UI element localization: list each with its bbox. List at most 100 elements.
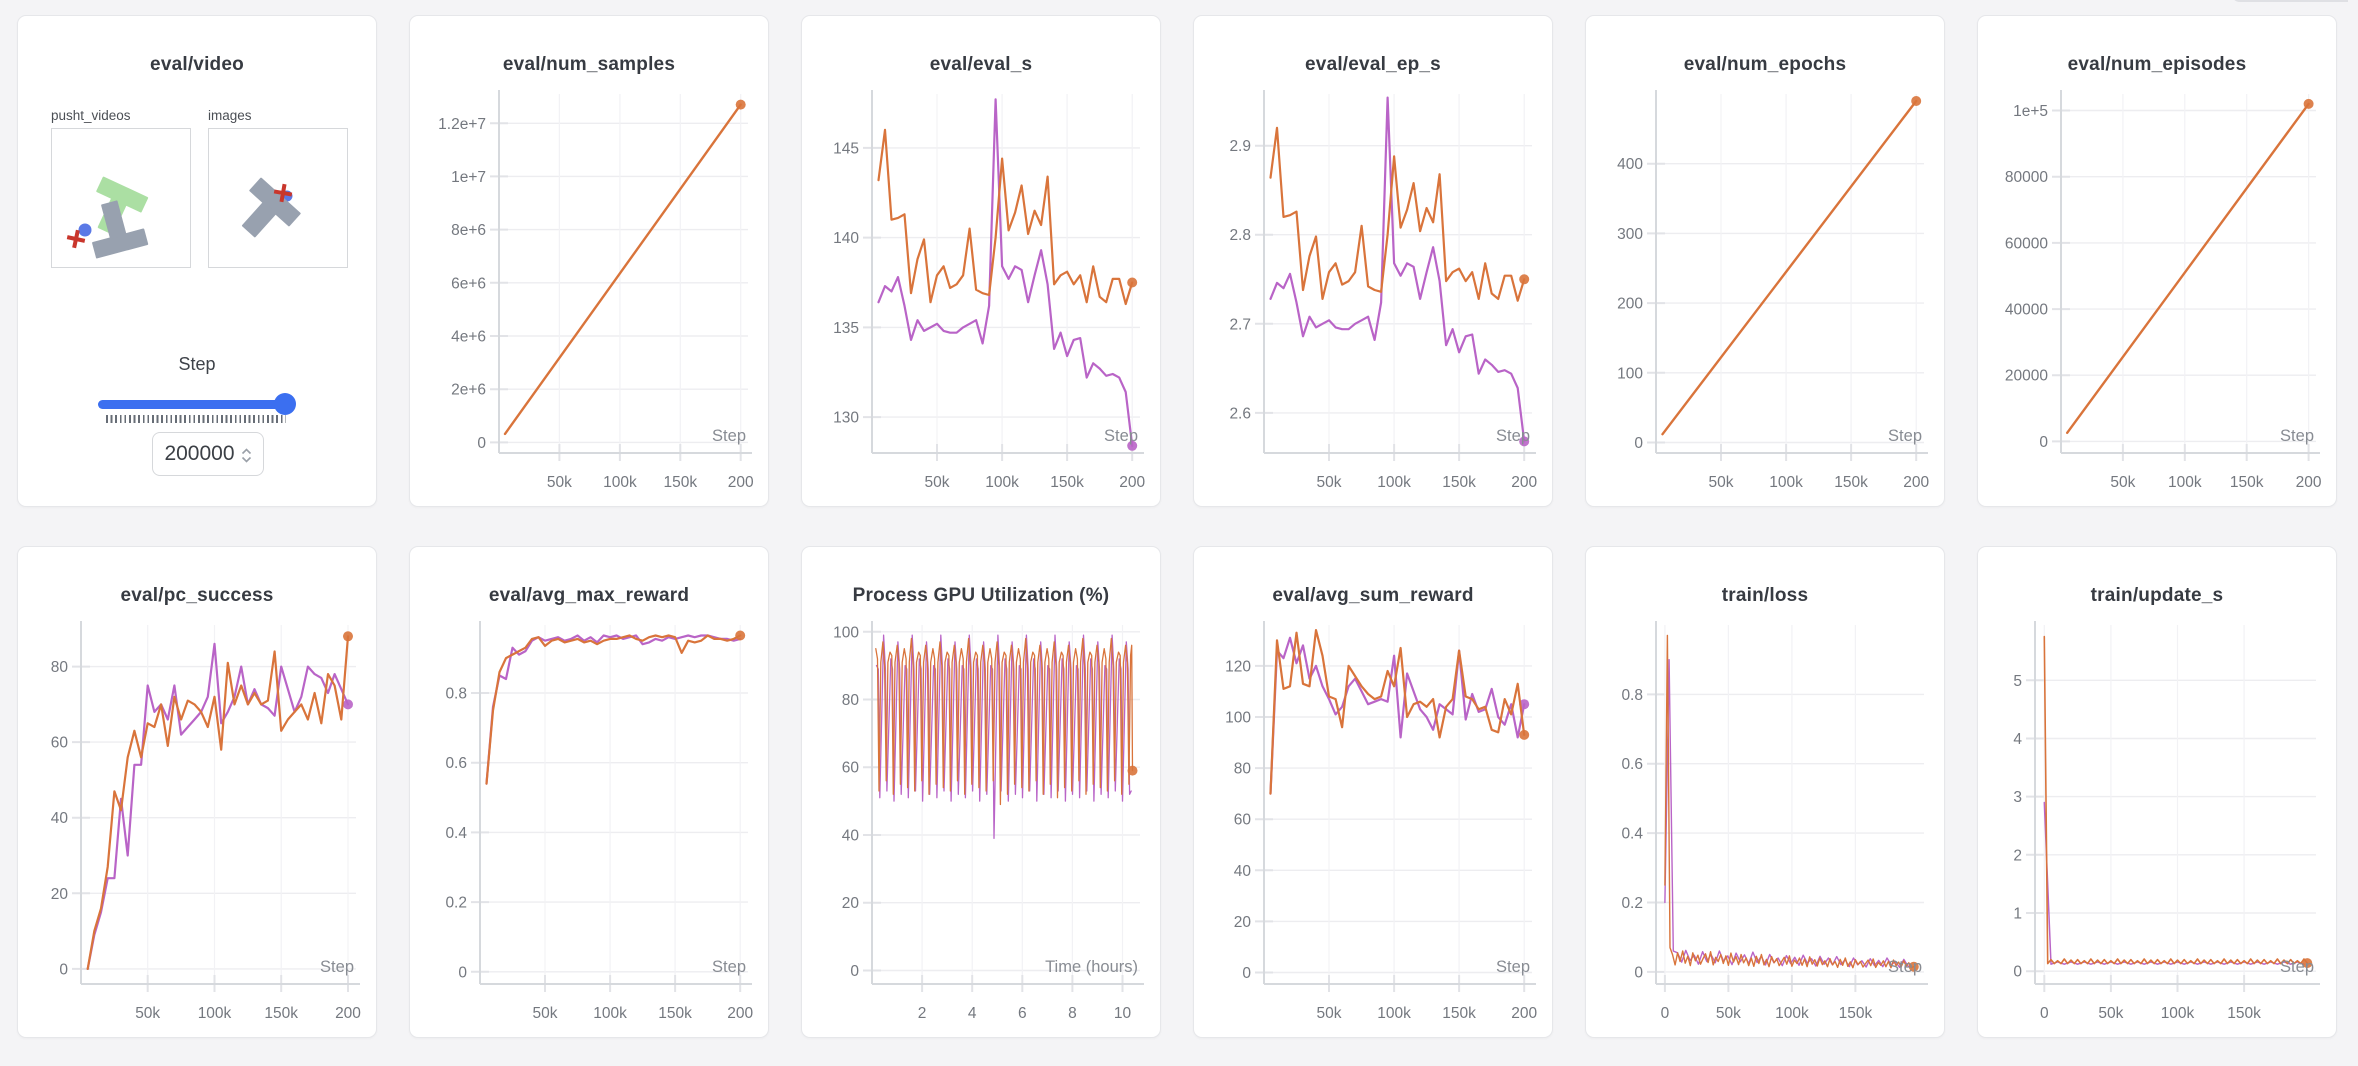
chart-eval-eval-ep-s[interactable]: 2.6 2.7 2.8 2.9 50k 100k 150k 200 Step (1194, 86, 1552, 506)
step-slider-ticks (106, 415, 286, 423)
chevron-up-icon (241, 447, 251, 454)
panel-eval-num-episodes[interactable]: eval/num_episodes 0 20000 40000 60000 80000 1… (1977, 15, 2337, 507)
svg-text:60000: 60000 (2005, 235, 2048, 252)
panel-train-loss[interactable]: train/loss 0 0.2 0.4 0.6 0.8 0 50k 100k 150k Step (1585, 546, 1945, 1038)
svg-text:150k: 150k (264, 1005, 298, 1022)
svg-text:50k: 50k (2110, 474, 2135, 491)
svg-text:150k: 150k (2230, 474, 2264, 491)
svg-text:40000: 40000 (2005, 302, 2048, 319)
svg-text:0: 0 (458, 964, 467, 981)
svg-text:50k: 50k (1709, 474, 1734, 491)
step-input-spinners[interactable] (241, 447, 252, 463)
svg-text:2.9: 2.9 (1229, 138, 1251, 155)
chart-title: eval/avg_max_reward (488, 585, 690, 606)
svg-text:1.2e+7: 1.2e+7 (438, 116, 486, 133)
svg-text:0: 0 (2039, 434, 2048, 451)
step-input[interactable]: 200000 (152, 432, 264, 476)
svg-text:2e+6: 2e+6 (451, 382, 486, 399)
svg-text:50k: 50k (925, 474, 950, 491)
svg-text:50k: 50k (2098, 1005, 2123, 1022)
svg-text:20: 20 (842, 895, 860, 912)
video-thumbnail-images[interactable] (208, 128, 348, 268)
panel-eval-avg-sum-reward[interactable]: eval/avg_sum_reward 0 20 40 60 80 100 120 50k 10… (1193, 546, 1553, 1038)
panel-eval-num-epochs[interactable]: eval/num_epochs 0 100 200 300 400 50k 100k 150k… (1585, 15, 1945, 507)
svg-text:50k: 50k (1716, 1005, 1741, 1022)
chart-eval-eval-s[interactable]: 130 135 140 145 50k 100k 150k 200 Step (802, 86, 1160, 506)
svg-text:4e+6: 4e+6 (451, 329, 486, 346)
svg-text:150k: 150k (663, 474, 697, 491)
svg-text:0: 0 (59, 961, 68, 978)
svg-text:20000: 20000 (2005, 368, 2048, 385)
svg-text:6: 6 (1018, 1005, 1027, 1022)
svg-text:3: 3 (2013, 789, 2022, 806)
svg-text:200: 200 (335, 1005, 361, 1022)
svg-text:200: 200 (2296, 474, 2322, 491)
step-slider[interactable] (98, 393, 296, 415)
svg-text:60: 60 (1234, 812, 1252, 829)
svg-text:100k: 100k (1775, 1005, 1809, 1022)
panel-eval-video[interactable]: eval/video pusht_videos images (17, 15, 377, 507)
chart-title: Process GPU Utilization (%) (852, 585, 1110, 606)
svg-text:Step: Step (2280, 958, 2314, 976)
panel-process-gpu-utilization[interactable]: Process GPU Utilization (%) 0 20 40 60 80 100… (801, 546, 1161, 1038)
svg-text:0.2: 0.2 (445, 895, 467, 912)
svg-text:0.2: 0.2 (1621, 895, 1643, 912)
panel-eval-pc-success[interactable]: eval/pc_success 0 20 40 60 80 50k 100k 150k 200 S… (17, 546, 377, 1038)
panel-eval-eval-s[interactable]: eval/eval_s 130 135 140 145 50k 100k 150k 200 St… (801, 15, 1161, 507)
svg-text:4: 4 (2013, 731, 2022, 748)
pusht-observation-icon (241, 177, 301, 238)
chart-eval-pc-success[interactable]: 0 20 40 60 80 50k 100k 150k 200 Step (18, 617, 376, 1037)
svg-text:40: 40 (51, 810, 69, 827)
chart-process-gpu-utilization[interactable]: 0 20 40 60 80 100 2 4 6 8 10 Time (hours) (802, 617, 1160, 1037)
svg-text:8: 8 (1068, 1005, 1077, 1022)
chart-train-loss[interactable]: 0 0.2 0.4 0.6 0.8 0 50k 100k 150k Step (1586, 617, 1944, 1037)
chart-train-update-s[interactable]: 0 1 2 3 4 5 0 50k 100k 150k Step (1978, 617, 2336, 1037)
chart-title: eval/num_samples (502, 54, 676, 75)
chart-title: eval/num_episodes (2067, 54, 2247, 75)
svg-text:150k: 150k (1834, 474, 1868, 491)
chart-eval-num-episodes[interactable]: 0 20000 40000 60000 80000 1e+5 50k 100k 150k 200 S… (1978, 86, 2336, 506)
panel-eval-eval-ep-s[interactable]: eval/eval_ep_s 2.6 2.7 2.8 2.9 50k 100k 150k 20… (1193, 15, 1553, 507)
svg-text:40: 40 (1234, 863, 1252, 880)
clipped-panel-edge (2231, 0, 2348, 2)
svg-text:400: 400 (1617, 156, 1643, 173)
svg-text:2: 2 (2013, 847, 2022, 864)
svg-text:Step: Step (1888, 958, 1922, 976)
panel-eval-num-samples[interactable]: eval/num_samples 0 2e+6 4e+6 6e+6 8e+6 1e+7 1.… (409, 15, 769, 507)
svg-text:100: 100 (1617, 365, 1643, 382)
chart-title: eval/eval_s (929, 54, 1033, 75)
svg-text:Step: Step (1888, 427, 1922, 445)
svg-text:0: 0 (1242, 965, 1251, 982)
svg-text:0: 0 (477, 435, 486, 452)
svg-text:Step: Step (1104, 427, 1138, 445)
svg-text:40: 40 (842, 828, 860, 845)
panel-train-update-s[interactable]: train/update_s 0 1 2 3 4 5 0 50k 100k 150k Step (1977, 546, 2337, 1038)
svg-text:50k: 50k (1317, 474, 1342, 491)
svg-text:200: 200 (1511, 474, 1537, 491)
svg-text:100: 100 (1225, 710, 1251, 727)
svg-text:100k: 100k (2168, 474, 2202, 491)
svg-text:1: 1 (2013, 906, 2022, 923)
svg-text:100k: 100k (1377, 1005, 1411, 1022)
svg-text:2: 2 (918, 1005, 927, 1022)
svg-text:100k: 100k (1377, 474, 1411, 491)
step-input-value: 200000 (164, 442, 235, 465)
svg-text:80000: 80000 (2005, 169, 2048, 186)
svg-text:100k: 100k (985, 474, 1019, 491)
panel-title: eval/video (150, 54, 244, 75)
svg-text:200: 200 (1903, 474, 1929, 491)
video-thumbnail-pusht[interactable] (51, 128, 191, 268)
chart-eval-avg-max-reward[interactable]: 0 0.2 0.4 0.6 0.8 50k 100k 150k 200 Step (410, 617, 768, 1037)
chart-eval-num-samples[interactable]: 0 2e+6 4e+6 6e+6 8e+6 1e+7 1.2e+7 50k 100k 150k 20… (410, 86, 768, 506)
panel-eval-avg-max-reward[interactable]: eval/avg_max_reward 0 0.2 0.4 0.6 0.8 50k 100k… (409, 546, 769, 1038)
svg-text:150k: 150k (1442, 474, 1476, 491)
svg-text:0.4: 0.4 (445, 825, 467, 842)
svg-text:0: 0 (2040, 1005, 2049, 1022)
svg-text:100k: 100k (198, 1005, 232, 1022)
svg-text:0: 0 (1634, 964, 1643, 981)
chart-eval-num-epochs[interactable]: 0 100 200 300 400 50k 100k 150k 200 Step (1586, 86, 1944, 506)
chart-eval-avg-sum-reward[interactable]: 0 20 40 60 80 100 120 50k 100k 150k 200 Step (1194, 617, 1552, 1037)
step-slider-thumb[interactable] (274, 393, 296, 415)
svg-text:0.8: 0.8 (1621, 687, 1643, 704)
svg-text:200: 200 (1119, 474, 1145, 491)
